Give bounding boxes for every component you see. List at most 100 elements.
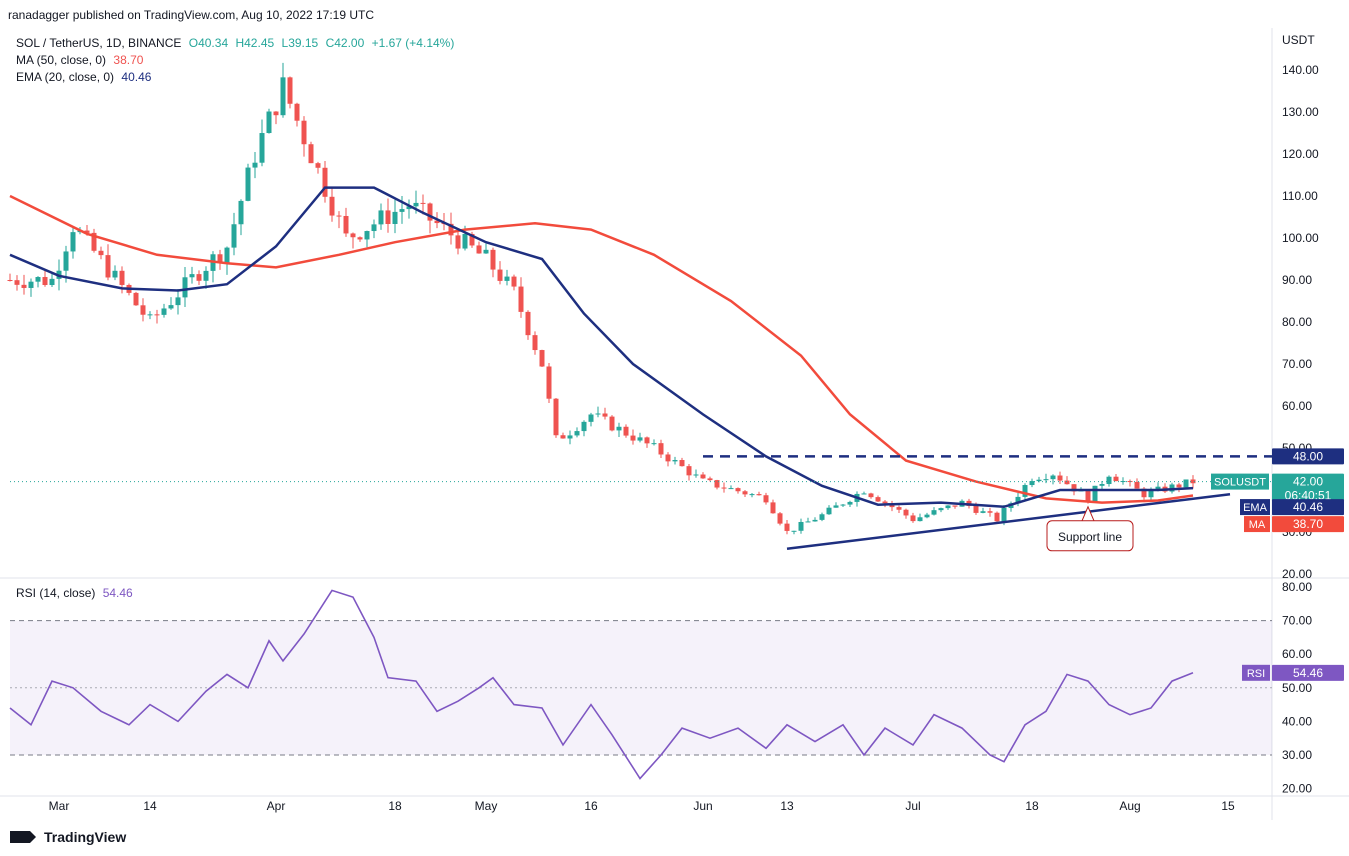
candle-body (763, 495, 769, 503)
candle-body (259, 133, 265, 163)
candle-body (588, 414, 594, 422)
tradingview-brand[interactable]: TradingView (10, 829, 126, 845)
candle-body (602, 413, 608, 417)
candle-body (63, 251, 69, 271)
ema-label[interactable]: EMA (20, close, 0) (16, 70, 115, 84)
price-tick-label: 110.00 (1282, 189, 1318, 203)
candle-body (1036, 479, 1042, 482)
candle-body (497, 269, 503, 281)
candle-body (1071, 484, 1077, 492)
candle-body (378, 210, 384, 225)
candle-body (70, 232, 76, 252)
ema-tag-text: EMA (1243, 502, 1268, 514)
rsi-tick-label: 60.00 (1282, 647, 1312, 661)
candle-body (371, 224, 377, 232)
candle-body (112, 270, 118, 278)
date-tick-label: 16 (584, 799, 598, 813)
candle-body (49, 278, 55, 286)
candle-body (945, 505, 951, 509)
candle-body (756, 494, 762, 496)
candle-body (532, 335, 538, 351)
candle-body (217, 254, 223, 263)
symbol-tag (1211, 473, 1269, 490)
candle-body (896, 507, 902, 510)
last-price-badge (1272, 473, 1344, 504)
candle-body (952, 505, 958, 507)
resistance-badge-text: 48.00 (1293, 449, 1323, 463)
candle-body (308, 144, 314, 164)
candle-body (917, 517, 923, 522)
price-tick-label: 20.00 (1282, 567, 1312, 581)
candle-body (686, 466, 692, 476)
date-tick-label: May (475, 799, 498, 813)
candle-body (252, 162, 258, 168)
ma-value: 38.70 (113, 53, 144, 67)
candle-body (154, 314, 160, 316)
candle-body (42, 277, 48, 286)
candle-body (1148, 490, 1154, 498)
candle-body (455, 235, 461, 249)
candle-body (399, 209, 405, 212)
callout-pointer (1081, 505, 1095, 521)
ma-badge (1272, 516, 1344, 533)
candle-body (707, 478, 713, 481)
candle-body (1064, 480, 1070, 485)
candle-body (1057, 475, 1063, 481)
price-tick-label: 140.00 (1282, 63, 1319, 77)
candle-body (182, 277, 188, 298)
rsi-line (9, 589, 1194, 780)
candle-body (840, 504, 846, 506)
candle-body (938, 508, 944, 511)
candle-body (819, 514, 825, 520)
candle-body (511, 276, 517, 287)
date-tick-label: 14 (143, 799, 157, 813)
price-tick-label: 90.00 (1282, 273, 1312, 287)
high-value: H42.45 (235, 36, 275, 50)
ma-label[interactable]: MA (50, close, 0) (16, 53, 107, 67)
candle-body (714, 480, 720, 488)
date-tick-label: 18 (1025, 799, 1039, 813)
candle-body (651, 443, 657, 445)
candle-body (910, 515, 916, 522)
candle-body (931, 510, 937, 515)
price-tick-label: 120.00 (1282, 147, 1319, 161)
candle-body (105, 255, 111, 278)
candle-body (448, 223, 454, 236)
date-tick-label: 18 (388, 799, 402, 813)
candle-body (693, 474, 699, 476)
candle-body (301, 120, 307, 145)
candle-body (231, 224, 237, 248)
date-tick-label: Aug (1119, 799, 1140, 813)
candle-body (462, 233, 468, 249)
candle-body (826, 507, 832, 515)
close-value: C42.00 (325, 36, 365, 50)
candle-body (1050, 475, 1056, 480)
brand-name: TradingView (44, 829, 127, 845)
price-tick-label: 70.00 (1282, 357, 1312, 371)
candle-body (280, 77, 286, 116)
candles (7, 62, 1196, 535)
chart-legend: SOL / TetherUS, 1D, BINANCE O40.34 H42.4… (16, 35, 454, 86)
candle-body (343, 215, 349, 234)
symbol-tag-text: SOLUSDT (1214, 477, 1266, 489)
candle-body (721, 487, 727, 489)
candle-body (1183, 479, 1189, 488)
price-tick-label: 80.00 (1282, 315, 1312, 329)
candle-body (903, 509, 909, 516)
last-price-text: 42.00 (1293, 475, 1323, 489)
candle-body (616, 426, 622, 431)
candle-body (630, 435, 636, 441)
candle-body (273, 111, 279, 116)
candle-body (833, 505, 839, 508)
candle-body (1141, 488, 1147, 498)
candle-body (812, 519, 818, 522)
candle-body (119, 270, 125, 285)
candle-body (147, 314, 153, 316)
candle-body (581, 421, 587, 432)
rsi-label[interactable]: RSI (14, close) (16, 586, 96, 600)
ma-tag (1244, 516, 1270, 533)
candle-body (924, 514, 930, 518)
date-tick-label: 13 (780, 799, 794, 813)
symbol-name[interactable]: SOL / TetherUS, 1D, BINANCE (16, 36, 182, 50)
